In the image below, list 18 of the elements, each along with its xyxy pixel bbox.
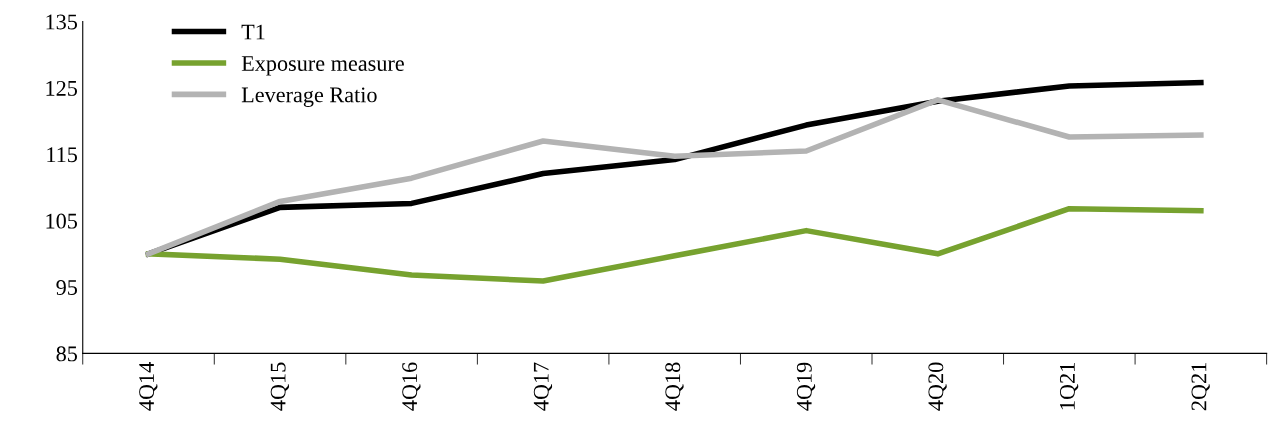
x-tick-label: 4Q19 bbox=[796, 362, 816, 411]
x-tick-label: 4Q18 bbox=[665, 362, 684, 411]
x-tick-label: 1Q21 bbox=[1059, 363, 1079, 410]
x-tick-label: 4Q20 bbox=[928, 362, 947, 411]
legend-label: Leverage Ratio bbox=[241, 87, 377, 107]
x-tick-label: 4Q14 bbox=[139, 362, 158, 411]
y-tick-label: 95 bbox=[56, 280, 78, 295]
x-tick-label: 4Q17 bbox=[533, 362, 553, 411]
y-tick-label: 105 bbox=[46, 213, 78, 229]
x-tick-label: 4Q15 bbox=[270, 362, 290, 411]
legend-label: Exposure measure bbox=[241, 56, 404, 76]
legend-label: T1 bbox=[241, 24, 265, 40]
y-tick-label: 115 bbox=[47, 147, 78, 163]
y-tick-label: 135 bbox=[46, 14, 78, 30]
x-tick-label: 2Q21 bbox=[1191, 363, 1210, 411]
x-tick-label: 4Q16 bbox=[402, 362, 421, 411]
y-tick-label: 125 bbox=[46, 80, 78, 96]
y-tick-label: 85 bbox=[56, 346, 78, 362]
